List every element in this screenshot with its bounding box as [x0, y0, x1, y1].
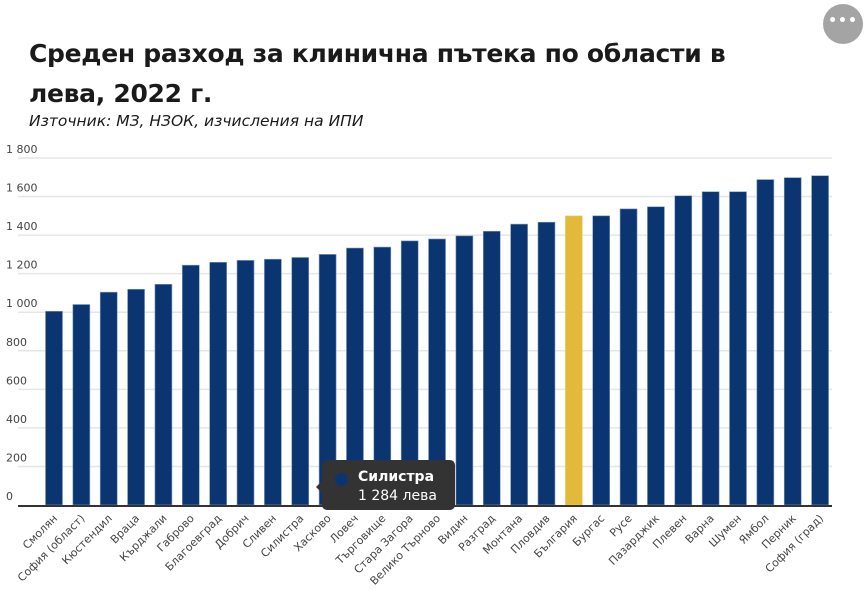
bar-21[interactable] — [619, 208, 638, 506]
bar-16[interactable] — [482, 230, 501, 506]
bar-7[interactable] — [236, 260, 255, 506]
bar-28[interactable] — [811, 175, 829, 506]
y-tick-label: 0 — [6, 490, 13, 503]
y-tick-label: 400 — [6, 413, 27, 426]
bar-0[interactable] — [45, 310, 63, 506]
bar-19[interactable] — [565, 215, 583, 506]
chart-menu-button[interactable]: ••• — [823, 4, 863, 44]
bar-22[interactable] — [647, 206, 665, 506]
bar-17[interactable] — [510, 223, 528, 506]
more-horizontal-icon: ••• — [828, 13, 858, 29]
bar-26[interactable] — [756, 179, 775, 506]
bar-5[interactable] — [182, 264, 200, 506]
y-tick-label: 1 400 — [6, 220, 38, 233]
chart-subtitle: Източник: МЗ, НЗОК, изчисления на ИПИ — [29, 112, 364, 130]
bar-25[interactable] — [729, 191, 747, 506]
bar-3[interactable] — [127, 288, 145, 506]
bar-24[interactable] — [701, 191, 720, 506]
bar-2[interactable] — [99, 291, 118, 506]
bar-15[interactable] — [455, 235, 474, 506]
y-axis-ticks: 0 200 400 600 800 1 000 1 200 1 400 1 600 1 800 — [6, 143, 38, 503]
y-tick-label: 200 — [6, 451, 27, 464]
bar-18[interactable] — [537, 221, 556, 506]
y-tick-label: 1 800 — [6, 143, 38, 156]
tooltip: Силистра 1 284 лева — [316, 460, 455, 510]
bar-chart: 0 200 400 600 800 1 000 1 200 1 400 1 600 1 800 С… — [6, 143, 832, 588]
tooltip-pointer — [316, 481, 322, 493]
gridlines — [18, 157, 832, 468]
tooltip-value: 1 284 лева — [358, 488, 437, 504]
y-tick-label: 600 — [6, 374, 27, 387]
bar-1[interactable] — [72, 304, 91, 506]
y-tick-label: 1 000 — [6, 297, 38, 310]
bar-6[interactable] — [209, 261, 227, 506]
bars — [45, 175, 829, 506]
series-color-dot-icon — [335, 473, 348, 486]
bar-9[interactable] — [291, 257, 310, 506]
y-tick-label: 1 200 — [6, 259, 38, 272]
bar-8[interactable] — [264, 258, 282, 506]
y-tick-label: 800 — [6, 336, 27, 349]
chart-title: Среден разход за клинична пътека по обла… — [29, 39, 726, 108]
y-tick-label: 1 600 — [6, 182, 38, 195]
bar-4[interactable] — [154, 283, 173, 506]
bar-23[interactable] — [674, 195, 693, 506]
bar-27[interactable] — [783, 177, 802, 506]
tooltip-category: Силистра — [358, 469, 435, 485]
bar-20[interactable] — [592, 215, 611, 506]
